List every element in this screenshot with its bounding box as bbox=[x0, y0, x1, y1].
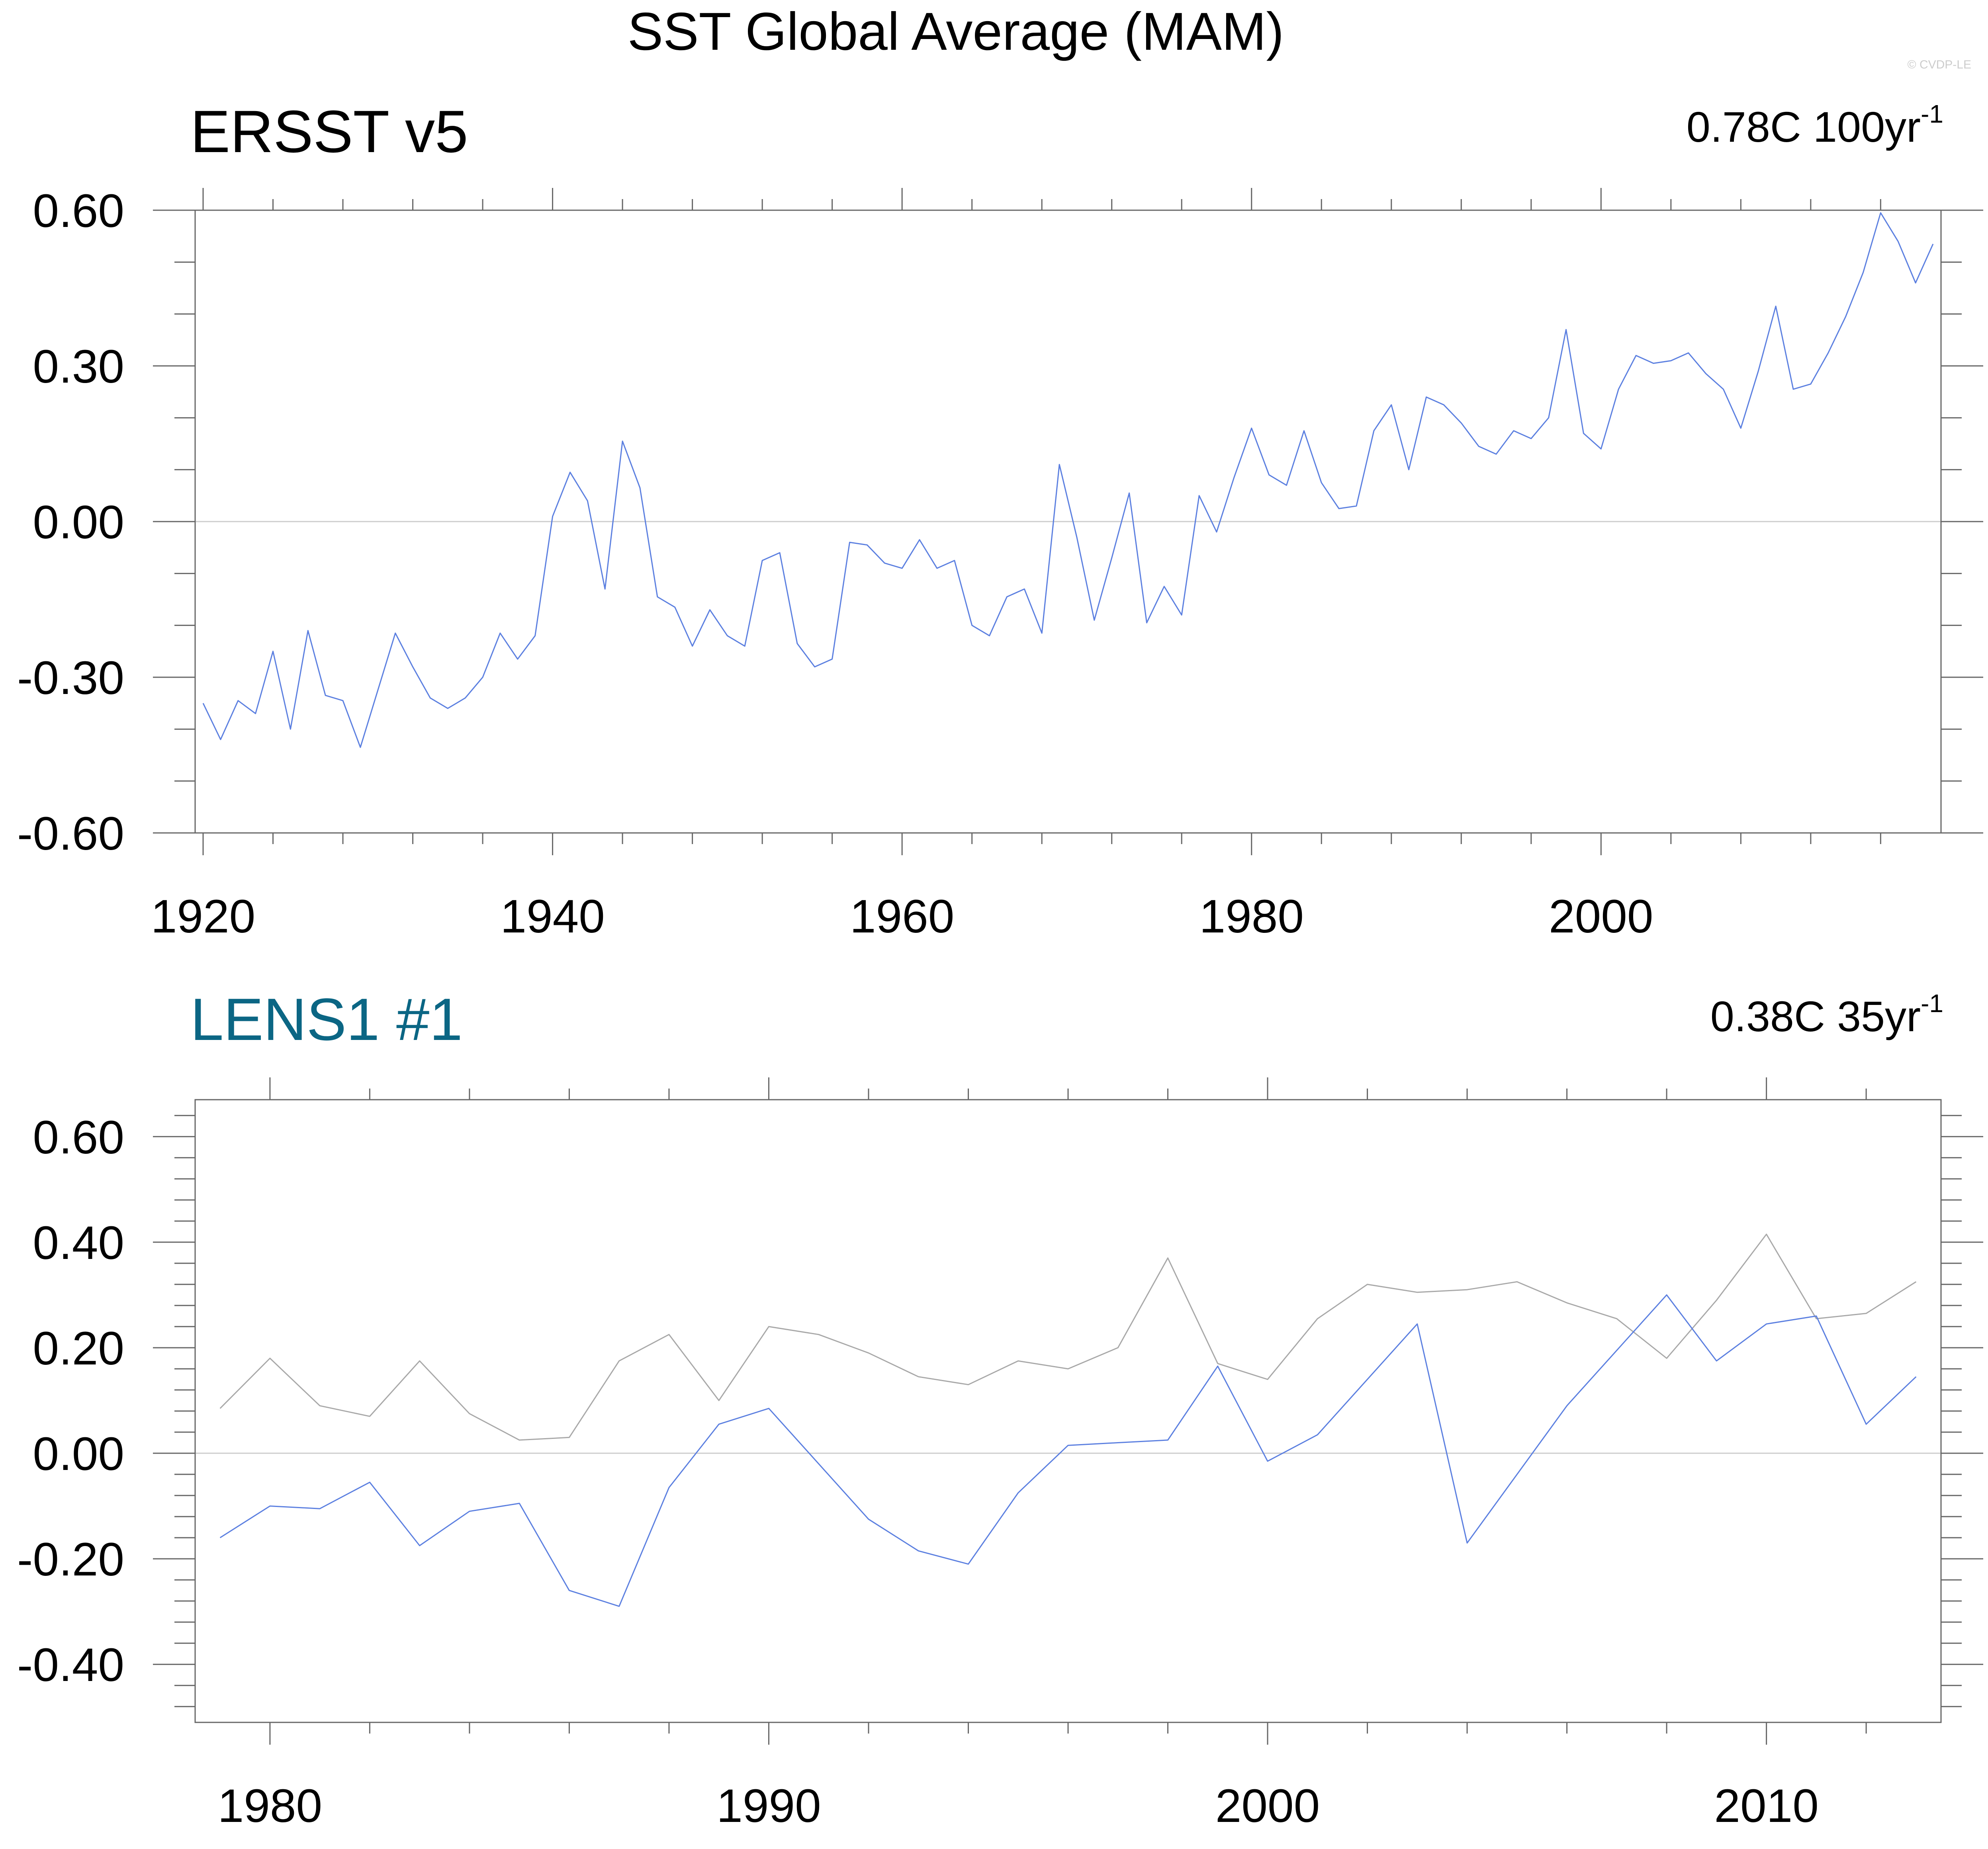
ersst-y-tick-label: -0.60 bbox=[17, 807, 124, 860]
lens-plot-frame bbox=[194, 1099, 1942, 1723]
ersst-panel-title: ERSST v5 bbox=[190, 98, 468, 165]
lens-x-tick-label: 1990 bbox=[716, 1780, 821, 1832]
ersst-x-tick-label: 1960 bbox=[850, 890, 955, 943]
lens-trend-exponent: -1 bbox=[1921, 989, 1943, 1018]
ersst-axis-labels: 1920 1940 1960 1980 2000 -0.60 -0.30 0.00 0.30 0.… bbox=[17, 185, 1653, 943]
ersst-x-tick-label: 1940 bbox=[500, 890, 605, 943]
lens-panel-title: LENS1 #1 bbox=[190, 986, 463, 1053]
ersst-axis-ticks bbox=[153, 188, 1983, 855]
lens-y-tick-label: -0.40 bbox=[17, 1639, 124, 1691]
lens-trend-value: 0.38C 35yr bbox=[1710, 992, 1921, 1040]
ersst-trend-exponent: -1 bbox=[1921, 100, 1943, 128]
ersst-trend-label: 0.78C 100yr-1 bbox=[1687, 100, 1943, 151]
lens-axis-labels: 1980 1990 2000 2010 -0.40 -0.20 0.00 0.20 0.40 0.… bbox=[17, 1111, 1819, 1832]
lens-y-tick-label: 0.40 bbox=[33, 1217, 124, 1269]
ersst-y-tick-label: 0.30 bbox=[33, 340, 124, 393]
lens-x-tick-label: 1980 bbox=[218, 1780, 323, 1832]
lens-panel: LENS1 #1 0.38C 35yr-1 1980 1990 2000 2010 -0… bbox=[17, 986, 1983, 1832]
lens-y-tick-label: 0.20 bbox=[33, 1322, 124, 1375]
ersst-x-tick-label: 1980 bbox=[1199, 890, 1304, 943]
watermark: © CVDP-LE bbox=[1908, 58, 1971, 71]
ersst-y-tick-label: -0.30 bbox=[17, 652, 124, 704]
ersst-panel: ERSST v5 0.78C 100yr-1 1920 1940 1960 1980 2… bbox=[17, 98, 1983, 943]
lens-axis-ticks bbox=[153, 1077, 1983, 1745]
main-title: SST Global Average (MAM) bbox=[628, 2, 1284, 61]
lens-x-tick-label: 2010 bbox=[1714, 1780, 1819, 1832]
ersst-y-tick-label: 0.60 bbox=[33, 185, 124, 237]
lens-x-tick-label: 2000 bbox=[1215, 1780, 1320, 1832]
lens-series bbox=[219, 1233, 1917, 1607]
ersst-y-tick-label: 0.00 bbox=[33, 496, 124, 549]
ersst-x-tick-label: 1920 bbox=[151, 890, 256, 943]
ersst-series bbox=[202, 212, 1934, 748]
lens-obs-reference-line bbox=[219, 1233, 1917, 1441]
lens-trend-label: 0.38C 35yr-1 bbox=[1710, 989, 1943, 1040]
ersst-x-tick-label: 2000 bbox=[1549, 890, 1653, 943]
ersst-series-line bbox=[202, 212, 1934, 748]
lens-y-tick-label: 0.00 bbox=[33, 1428, 124, 1480]
lens-y-tick-label: -0.20 bbox=[17, 1533, 124, 1586]
lens-y-tick-label: 0.60 bbox=[33, 1111, 124, 1164]
lens-series-line bbox=[219, 1294, 1917, 1607]
ersst-trend-value: 0.78C 100yr bbox=[1687, 103, 1921, 151]
